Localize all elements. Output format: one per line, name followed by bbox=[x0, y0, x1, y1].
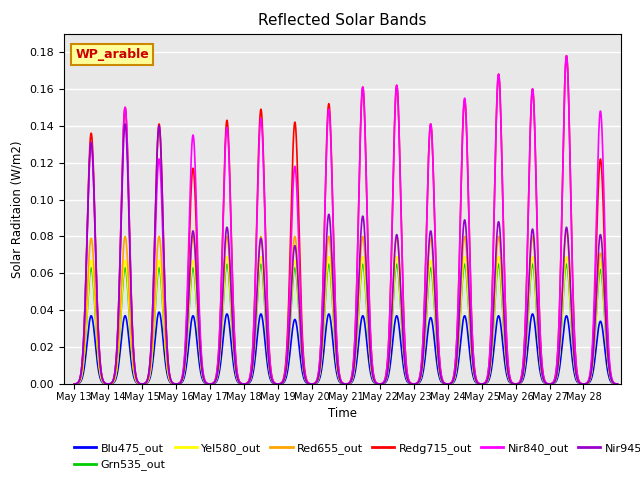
Redg715_out bbox=[531, 115, 538, 120]
Red655_out bbox=[607, 378, 615, 384]
Blu475_out bbox=[70, 381, 78, 387]
Nir840_out bbox=[70, 381, 78, 387]
Redg715_out bbox=[463, 146, 471, 152]
Nir945_out bbox=[463, 249, 471, 254]
Yel580_out bbox=[463, 276, 471, 281]
Line: Nir840_out: Nir840_out bbox=[74, 56, 618, 384]
Redg715_out bbox=[563, 53, 570, 59]
Blu475_out bbox=[182, 368, 189, 374]
Redg715_out bbox=[415, 376, 423, 382]
Blu475_out bbox=[156, 309, 163, 315]
Line: Blu475_out: Blu475_out bbox=[74, 312, 618, 384]
Legend: Blu475_out, Grn535_out, Yel580_out, Red655_out, Redg715_out, Nir840_out, Nir945_: Blu475_out, Grn535_out, Yel580_out, Red6… bbox=[70, 439, 640, 475]
Blu475_out bbox=[607, 380, 615, 385]
Nir945_out bbox=[614, 381, 621, 387]
Blu475_out bbox=[531, 319, 538, 325]
Red655_out bbox=[70, 381, 78, 387]
Line: Yel580_out: Yel580_out bbox=[74, 257, 618, 384]
Grn535_out bbox=[182, 361, 189, 367]
Blu475_out bbox=[415, 380, 423, 385]
Grn535_out bbox=[563, 261, 570, 267]
Red655_out bbox=[614, 381, 621, 387]
Grn535_out bbox=[531, 273, 538, 279]
Yel580_out bbox=[498, 288, 506, 293]
Nir840_out bbox=[614, 381, 621, 387]
Red655_out bbox=[498, 273, 506, 278]
Redg715_out bbox=[182, 343, 189, 349]
Nir840_out bbox=[463, 144, 471, 150]
Redg715_out bbox=[498, 153, 506, 159]
Redg715_out bbox=[607, 375, 615, 381]
Nir945_out bbox=[607, 377, 615, 383]
Red655_out bbox=[563, 228, 570, 234]
Line: Redg715_out: Redg715_out bbox=[74, 56, 618, 384]
Red655_out bbox=[531, 248, 538, 253]
Title: Reflected Solar Bands: Reflected Solar Bands bbox=[258, 13, 427, 28]
Nir945_out bbox=[122, 121, 129, 127]
Line: Grn535_out: Grn535_out bbox=[74, 264, 618, 384]
Nir945_out bbox=[70, 381, 78, 387]
Redg715_out bbox=[70, 381, 78, 387]
Nir945_out bbox=[531, 244, 538, 250]
Grn535_out bbox=[607, 378, 615, 384]
Blu475_out bbox=[498, 333, 506, 338]
Nir945_out bbox=[415, 378, 423, 384]
Yel580_out bbox=[531, 266, 538, 272]
Yel580_out bbox=[614, 381, 621, 387]
Nir840_out bbox=[563, 53, 570, 59]
Redg715_out bbox=[614, 381, 621, 387]
Yel580_out bbox=[563, 254, 570, 260]
Yel580_out bbox=[607, 378, 615, 384]
Text: WP_arable: WP_arable bbox=[75, 48, 149, 61]
Nir840_out bbox=[182, 337, 189, 343]
Nir840_out bbox=[607, 374, 615, 380]
Grn535_out bbox=[70, 381, 78, 387]
Grn535_out bbox=[415, 379, 423, 384]
Y-axis label: Solar Raditaion (W/m2): Solar Raditaion (W/m2) bbox=[11, 140, 24, 277]
Blu475_out bbox=[614, 381, 621, 387]
Grn535_out bbox=[463, 282, 471, 288]
Grn535_out bbox=[498, 293, 506, 299]
Red655_out bbox=[415, 378, 423, 384]
Nir945_out bbox=[498, 265, 506, 271]
Nir840_out bbox=[531, 115, 538, 120]
Nir840_out bbox=[415, 376, 423, 382]
Line: Nir945_out: Nir945_out bbox=[74, 124, 618, 384]
Nir945_out bbox=[182, 352, 189, 358]
Yel580_out bbox=[415, 379, 423, 384]
Red655_out bbox=[182, 355, 189, 361]
Line: Red655_out: Red655_out bbox=[74, 231, 618, 384]
Grn535_out bbox=[614, 381, 621, 387]
Yel580_out bbox=[182, 360, 189, 365]
Yel580_out bbox=[70, 381, 78, 387]
Blu475_out bbox=[463, 326, 471, 332]
Red655_out bbox=[463, 259, 471, 264]
X-axis label: Time: Time bbox=[328, 407, 357, 420]
Nir840_out bbox=[498, 153, 506, 159]
